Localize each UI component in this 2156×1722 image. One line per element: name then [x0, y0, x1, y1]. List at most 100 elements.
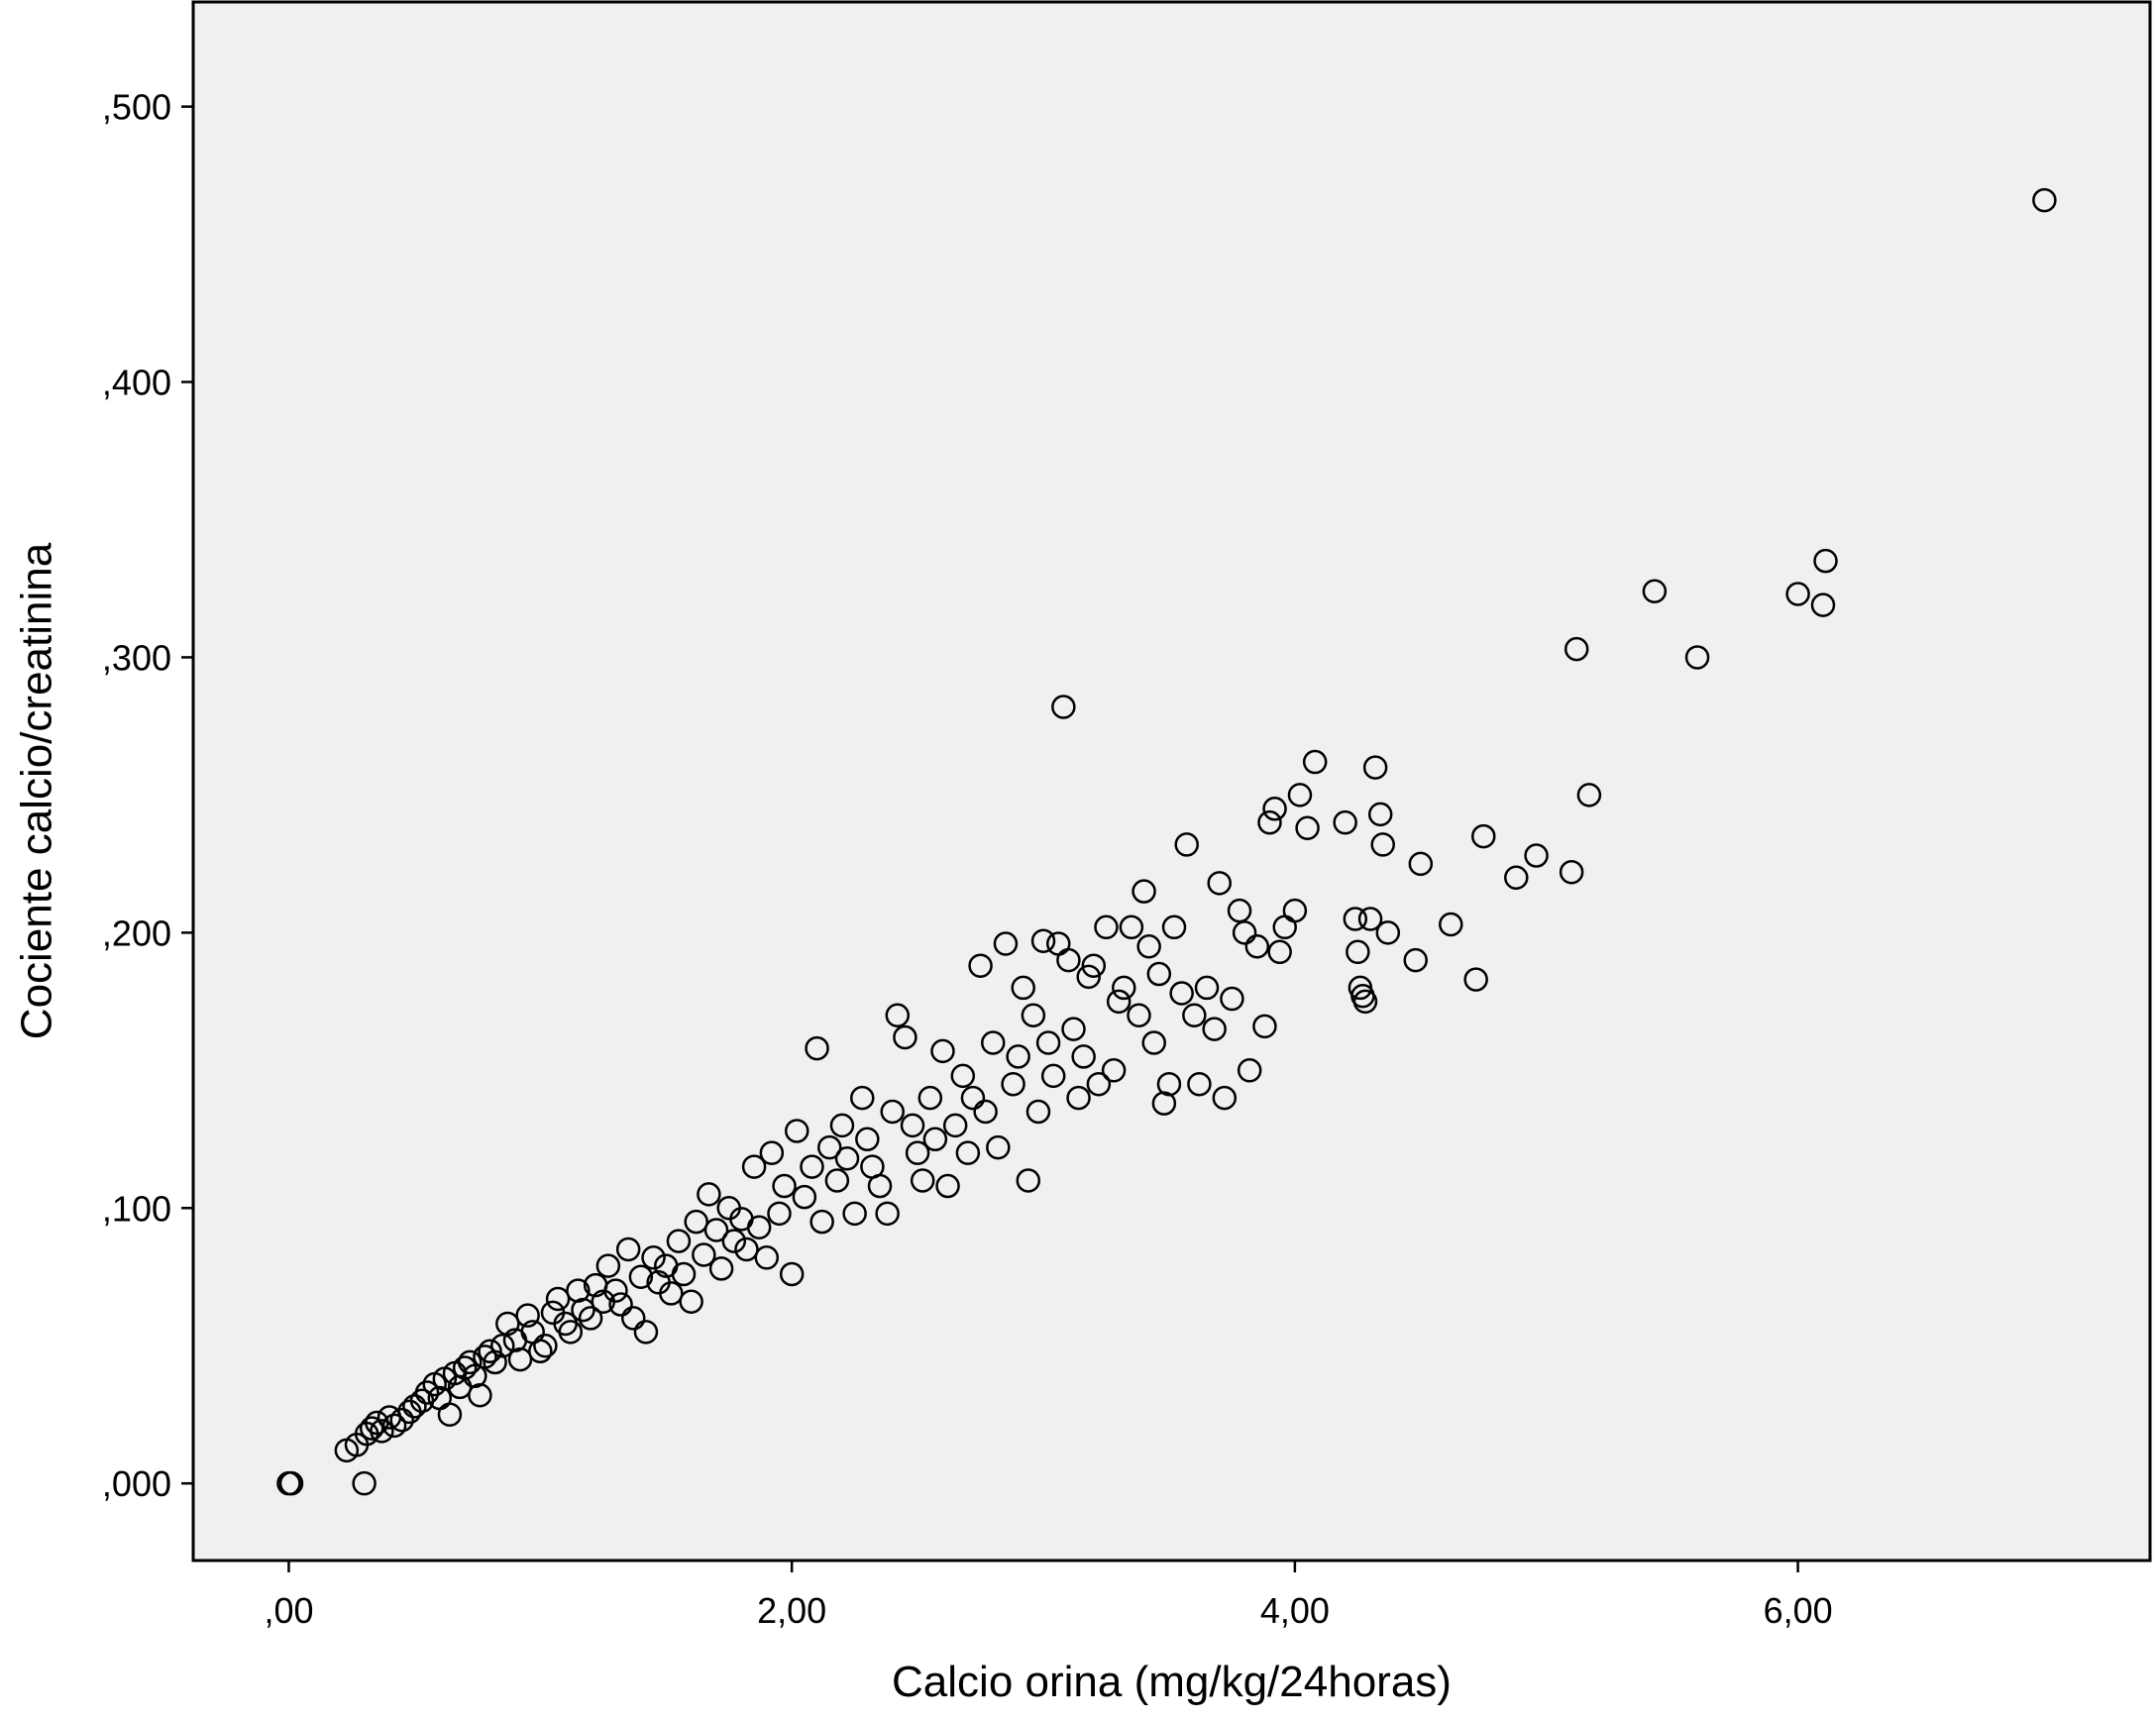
data-point	[1227, 898, 1252, 923]
data-point	[1127, 1003, 1151, 1027]
data-point	[1810, 592, 1836, 617]
data-point	[772, 1173, 797, 1199]
data-point	[900, 1113, 925, 1138]
data-point	[507, 1346, 533, 1372]
data-point	[489, 1333, 515, 1358]
plot-area	[191, 0, 2152, 1562]
data-point	[981, 1030, 1006, 1055]
data-point	[935, 1173, 960, 1199]
data-point	[817, 1134, 842, 1160]
data-point	[352, 1470, 377, 1496]
data-point	[545, 1286, 571, 1312]
data-point	[671, 1261, 697, 1287]
data-point	[824, 1168, 850, 1193]
data-point	[805, 1035, 829, 1061]
data-point	[955, 1140, 981, 1165]
data-point	[1559, 859, 1584, 885]
data-point	[1051, 695, 1076, 719]
data-point	[381, 1413, 407, 1439]
points-layer	[276, 187, 2057, 1496]
data-point	[930, 1038, 955, 1064]
data-point	[922, 1127, 948, 1152]
data-point	[950, 1063, 976, 1089]
data-point	[1220, 986, 1244, 1012]
data-point	[880, 1099, 905, 1125]
data-point	[910, 1168, 935, 1193]
data-point	[1112, 975, 1136, 1001]
data-point	[571, 1297, 595, 1323]
data-point	[1094, 915, 1119, 940]
y-tick-label: ,500	[102, 87, 171, 128]
data-point	[734, 1237, 759, 1262]
data-point	[1187, 1071, 1212, 1097]
data-point	[1066, 1085, 1091, 1111]
data-point	[1194, 975, 1220, 1001]
data-point	[666, 1229, 692, 1253]
data-point	[1252, 1014, 1277, 1039]
data-point	[1439, 912, 1463, 937]
data-point	[528, 1339, 553, 1364]
data-point	[684, 1209, 708, 1235]
data-point	[1403, 947, 1428, 973]
data-point	[495, 1311, 520, 1337]
data-point	[1504, 865, 1529, 891]
data-point	[1174, 832, 1199, 857]
data-point	[533, 1333, 558, 1358]
data-point	[708, 1256, 734, 1281]
data-point	[850, 1085, 875, 1111]
data-point	[1282, 898, 1308, 923]
data-point	[834, 1145, 860, 1171]
data-point	[1302, 749, 1328, 775]
data-point	[893, 1024, 917, 1050]
data-point	[1035, 1030, 1061, 1055]
data-point	[1106, 989, 1132, 1015]
data-point	[1576, 783, 1602, 807]
data-point	[1352, 989, 1378, 1015]
data-point	[478, 1339, 502, 1364]
data-point	[905, 1140, 930, 1165]
data-point	[1244, 933, 1270, 959]
data-point	[1362, 755, 1388, 780]
data-point	[875, 1201, 900, 1227]
data-point	[1081, 953, 1107, 978]
data-point	[809, 1209, 834, 1235]
y-ticks: ,000 ,100 ,200 ,300 ,400 ,500	[102, 87, 193, 1504]
axes	[191, 2, 2150, 1562]
data-point	[1040, 1063, 1066, 1089]
data-point	[1011, 975, 1035, 1001]
data-point	[842, 1201, 867, 1227]
x-tick-label: 2,00	[757, 1590, 826, 1631]
data-point	[692, 1242, 716, 1267]
data-point	[414, 1380, 440, 1405]
data-point	[1086, 1071, 1112, 1097]
data-point	[468, 1383, 492, 1408]
data-point	[1061, 1017, 1086, 1041]
y-tick-label: ,200	[102, 913, 171, 953]
data-point	[1563, 636, 1589, 662]
data-point	[1169, 981, 1194, 1006]
data-point	[1182, 1003, 1207, 1027]
data-point	[1202, 1017, 1227, 1041]
data-point	[608, 1292, 633, 1317]
data-point	[1025, 1099, 1051, 1125]
data-point	[767, 1201, 792, 1227]
y-tick-label: ,000	[102, 1463, 171, 1504]
data-point	[1141, 1030, 1166, 1055]
data-point	[402, 1394, 427, 1419]
data-point	[641, 1245, 666, 1270]
x-ticks: ,00 2,00 4,00 6,00	[264, 1561, 1833, 1631]
data-point	[942, 1113, 968, 1138]
data-point	[1156, 1071, 1182, 1097]
data-point	[457, 1349, 483, 1375]
data-point	[1207, 871, 1232, 896]
data-point	[659, 1281, 684, 1306]
data-point	[1357, 907, 1383, 931]
y-tick-label: ,300	[102, 637, 171, 678]
y-axis-title: Cociente calcio/creatinina	[13, 542, 61, 1039]
data-point	[483, 1349, 507, 1375]
data-point	[1375, 920, 1401, 945]
data-point	[515, 1303, 540, 1328]
data-point	[1001, 1071, 1025, 1097]
data-point	[620, 1306, 646, 1331]
